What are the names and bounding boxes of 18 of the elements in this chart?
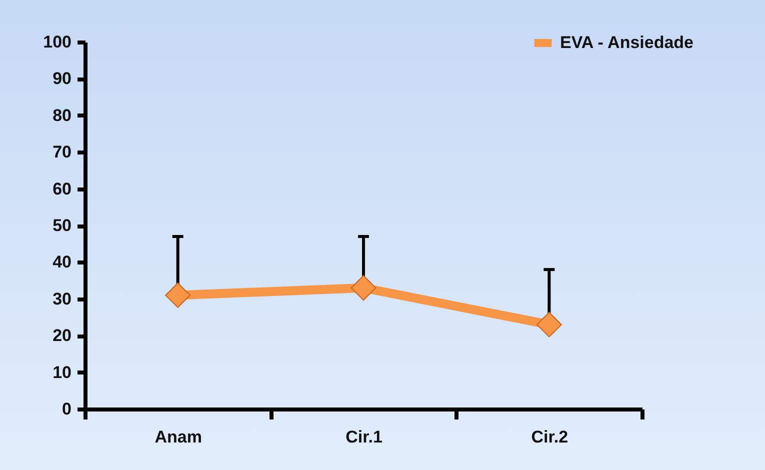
x-tick-label: Cir.1	[346, 428, 382, 446]
y-tick-label: 0	[62, 400, 72, 418]
y-tick-label: 90	[52, 69, 72, 88]
y-tick-label: 50	[52, 216, 72, 235]
point	[350, 275, 376, 301]
y-tick-label: 80	[52, 106, 72, 125]
point	[536, 312, 562, 338]
point	[165, 282, 191, 308]
y-tick-label: 20	[52, 326, 72, 346]
x-tick-label: Anam	[154, 428, 202, 446]
y-tick-label: 60	[52, 179, 72, 198]
y-tick-label: 70	[52, 142, 72, 162]
y-tick-label: 40	[52, 252, 72, 272]
legend-label: EVA - Ansiedade	[560, 33, 694, 52]
y-tick-label: 10	[52, 362, 72, 382]
x-tick-label: Cir.2	[531, 428, 568, 446]
y-tick-label: 100	[43, 32, 72, 52]
y-tick-label: 30	[52, 289, 72, 308]
